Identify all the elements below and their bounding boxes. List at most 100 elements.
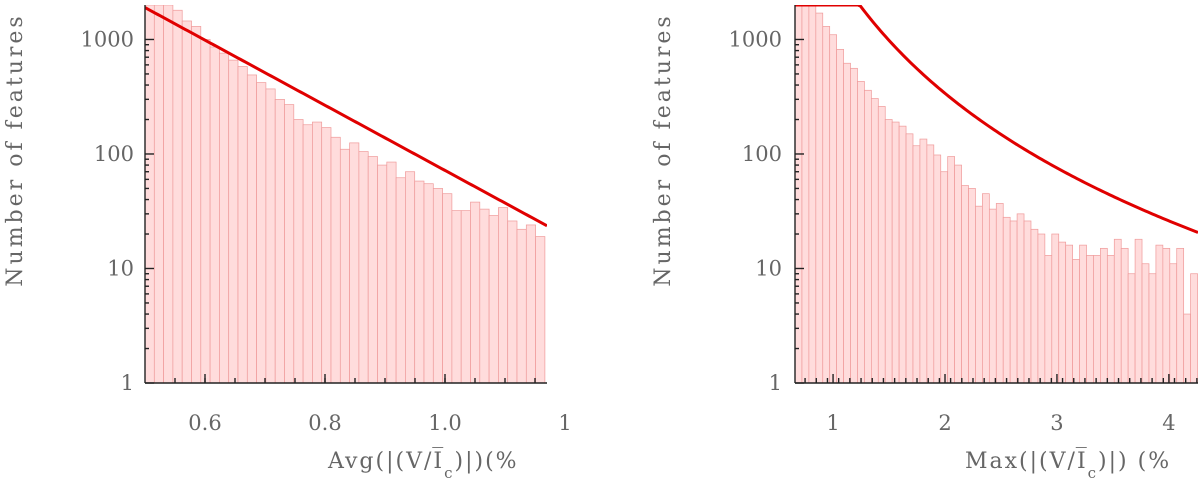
histogram-bar [256, 82, 267, 383]
y-axis-label: Number of features [651, 13, 676, 286]
histogram-bar [414, 180, 425, 383]
histogram-bar [1044, 255, 1053, 383]
histogram-bar [237, 66, 248, 383]
fit-curve [145, 6, 547, 228]
histogram-bar [451, 210, 462, 383]
histogram-bar [145, 5, 155, 383]
histogram-bar [479, 208, 490, 383]
histogram-bar [1183, 313, 1191, 383]
x-tick-label: 1 [558, 411, 571, 435]
histogram-bar [1127, 273, 1136, 383]
histogram-bar [1190, 273, 1198, 383]
histogram-bar [163, 5, 174, 383]
histogram-bar [995, 203, 1004, 383]
histogram-bar [988, 208, 997, 383]
histogram-bar [228, 59, 239, 383]
histogram-bar [1037, 233, 1046, 383]
axes [144, 5, 547, 384]
labels: 1 10 100 1000 1 2 3 4 Number of features Max(|(V/… [651, 13, 1176, 482]
x-tick-label: 1 [826, 411, 839, 435]
histogram-bar [1093, 255, 1101, 383]
histogram-bar [395, 177, 406, 383]
histogram-bar [460, 210, 471, 383]
histogram-bar [1106, 255, 1115, 383]
histogram-bar [850, 67, 858, 383]
histogram-bar [1120, 247, 1129, 383]
histogram-bar [312, 121, 323, 383]
histogram-bar [525, 224, 536, 383]
histogram-bar [808, 5, 817, 383]
histogram-bar [181, 20, 192, 383]
histogram-bar [912, 145, 921, 383]
histogram-bar [954, 164, 962, 383]
histogram-bar [864, 89, 872, 383]
histogram-bar [1079, 244, 1087, 383]
x-tick-label: 1.0 [428, 411, 461, 435]
labels: 1 10 100 1000 0.6 0.8 1.0 1 Number of features Av… [3, 13, 572, 482]
histogram-bar [1141, 263, 1150, 383]
histogram-bar [1051, 233, 1060, 383]
histogram-bar [1100, 247, 1108, 383]
x-axis-label: Avg(|(V/I̅c)|)(% [327, 447, 519, 482]
histogram-bar [367, 156, 378, 383]
histogram-bar [284, 104, 295, 383]
histogram-bar [1113, 238, 1122, 383]
histogram-bar [246, 74, 257, 383]
histogram-bar [870, 98, 879, 383]
histogram-bar [795, 5, 803, 383]
x-tick-label: 3 [1050, 411, 1063, 435]
histogram-bar [377, 164, 388, 383]
x-axis-label: Max(|(V/I̅c)|) (% [965, 447, 1171, 482]
y-tick-label: 100 [742, 142, 782, 166]
histogram-bar [822, 26, 831, 383]
histogram-bar [200, 39, 211, 383]
y-axis-label: Number of features [3, 13, 28, 286]
histogram-bar [330, 136, 341, 383]
histogram-bar [516, 228, 527, 383]
histogram-bar [265, 88, 276, 383]
histogram-bar [274, 98, 285, 383]
histogram-bar [339, 148, 350, 383]
y-tick-label: 1000 [729, 27, 782, 51]
histogram-bar [1009, 220, 1018, 383]
histogram-bars [795, 5, 1198, 383]
histogram-bar [836, 48, 844, 383]
histogram-bar [1162, 247, 1171, 383]
histogram-bar [843, 62, 851, 383]
histogram-bar [321, 127, 332, 383]
histogram-bar [1086, 255, 1094, 383]
histogram-bar [507, 220, 518, 383]
histogram-bar [982, 193, 990, 383]
histogram-bar [1016, 213, 1025, 383]
histogram-bar [1058, 241, 1067, 383]
histogram-bar [1155, 244, 1164, 383]
histogram-bar [488, 215, 499, 383]
histogram-bar [1065, 244, 1073, 383]
x-tick-label: 4 [1162, 411, 1175, 435]
panel-max-histogram: 1 10 100 1000 1 2 3 4 Number of features Max(|(V/… [651, 5, 1198, 482]
y-tick-label: 1 [769, 371, 782, 395]
histogram-bar [1169, 263, 1178, 383]
histogram-bar [961, 185, 969, 383]
histogram-bar [172, 9, 183, 383]
histogram-bar [905, 133, 914, 383]
histogram-bar [191, 26, 202, 383]
histogram-bar [1023, 220, 1032, 383]
x-tick-label: 0.8 [308, 411, 341, 435]
histogram-bar [302, 124, 313, 383]
histogram-bar [877, 106, 886, 383]
y-tick-label: 10 [107, 256, 134, 280]
y-tick-label: 100 [94, 142, 134, 166]
histogram-bar [947, 156, 955, 383]
histogram-bar [153, 5, 164, 383]
y-tick-label: 10 [755, 256, 782, 280]
y-tick-label: 1000 [81, 27, 134, 51]
histogram-bar [293, 119, 304, 383]
histogram-bar [442, 193, 453, 383]
histogram-bar [1030, 228, 1039, 383]
histogram-bar [884, 119, 893, 383]
histogram-bar [1072, 259, 1080, 383]
histogram-bar [209, 46, 220, 383]
axes [794, 5, 1198, 384]
